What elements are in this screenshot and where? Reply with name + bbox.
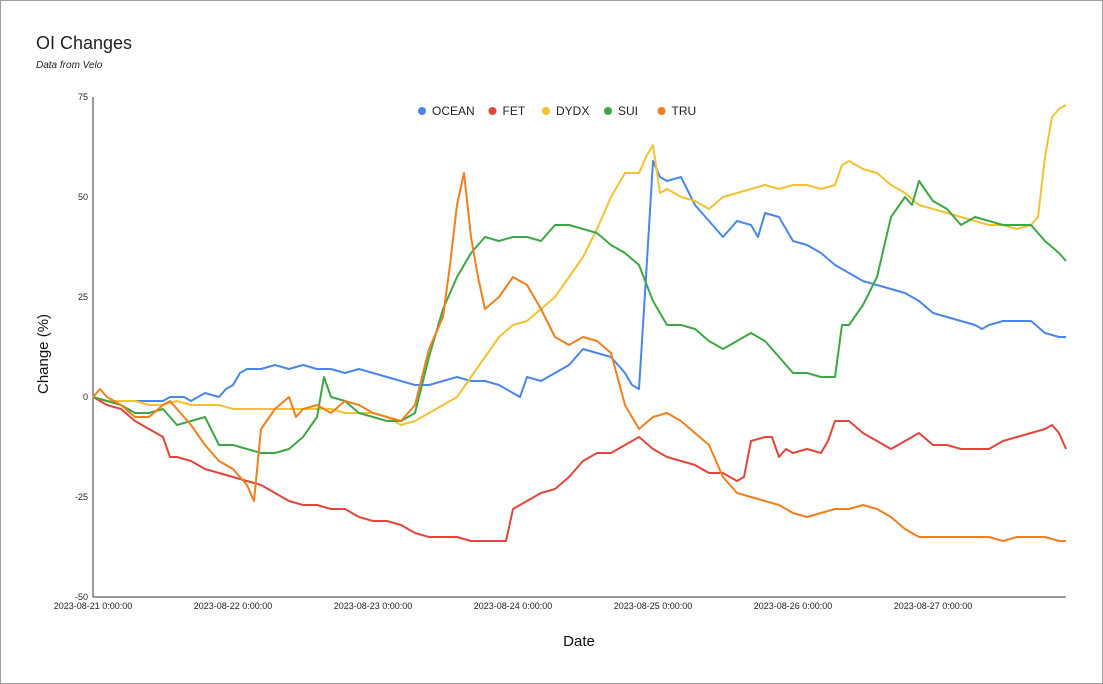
legend-marker-ocean [418,107,426,115]
legend-label-sui: SUI [618,104,638,118]
y-tick-label: 25 [78,292,88,302]
y-tick-label: -25 [75,492,88,502]
legend-marker-sui [604,107,612,115]
x-tick-label: 2023-08-27 0:00:00 [894,601,973,611]
series-line-sui [92,180,1067,454]
x-axis-title: Date [563,633,595,650]
legend-label-tru: TRU [672,104,697,118]
x-tick-label: 2023-08-23 0:00:00 [334,601,413,611]
x-tick-label: 2023-08-25 0:00:00 [614,601,693,611]
series-line-tru [92,172,1066,542]
y-axis-title: Change (%) [35,314,52,394]
series-line-ocean [92,160,1066,402]
legend-marker-dydx [542,107,550,115]
x-tick-label: 2023-08-24 0:00:00 [474,601,553,611]
y-tick-label: 50 [78,192,88,202]
legend-marker-tru [657,107,666,115]
series-line-fet [92,396,1067,542]
legend-label-dydx: DYDX [556,104,589,118]
x-tick-label: 2023-08-21 0:00:00 [54,601,133,611]
x-tick-label: 2023-08-22 0:00:00 [194,601,273,611]
legend-label-fet: FET [503,104,526,118]
legend-label-ocean: OCEAN [432,104,475,118]
chart-subtitle: Data from Velo [36,60,103,71]
y-tick-label: -50 [75,592,88,602]
legend: OCEAN FET DYDX SUI TRU [418,104,696,118]
series-group [92,104,1067,542]
legend-marker-fet [488,107,497,115]
y-tick-label: 75 [78,92,88,102]
chart-title: OI Changes [36,33,133,53]
x-tick-label: 2023-08-26 0:00:00 [754,601,833,611]
y-tick-label: 0 [83,392,88,402]
series-line-dydx [92,104,1067,426]
